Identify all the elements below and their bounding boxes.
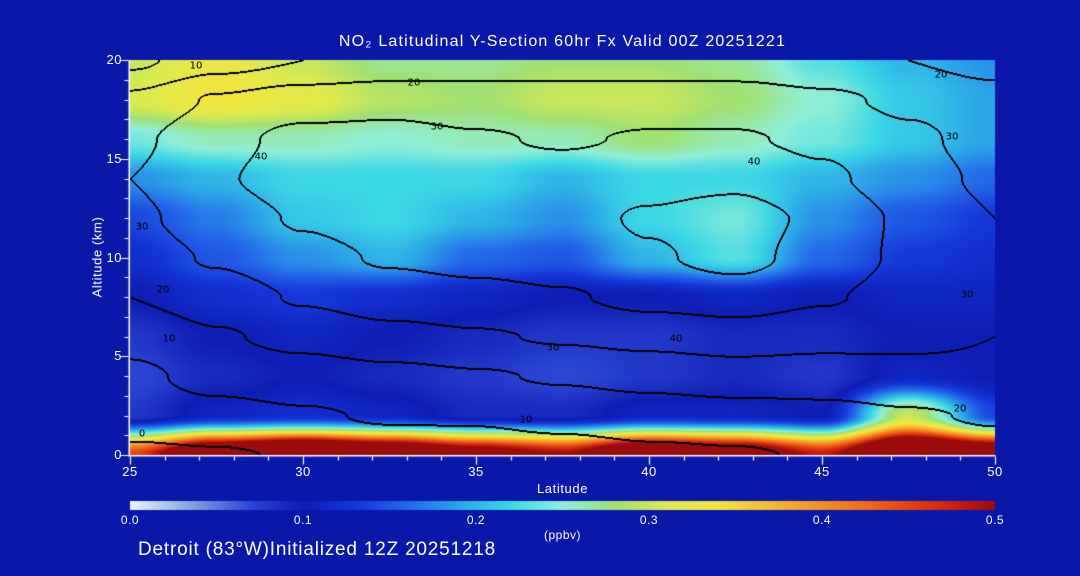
x-tick-label: 50 — [987, 464, 1003, 479]
y-tick-label: 0 — [114, 447, 122, 462]
y-tick-label: 5 — [114, 348, 122, 364]
y-tick-label: 15 — [106, 150, 122, 166]
contour-label: 10 — [162, 333, 176, 345]
x-tick-label: 35 — [468, 464, 484, 479]
contour-label: 40 — [669, 333, 683, 345]
contour-label: 30 — [945, 131, 959, 143]
x-tick-label: 25 — [122, 464, 138, 479]
contour-label: 20 — [934, 69, 948, 81]
colorbar-tick-label: 0.2 — [466, 513, 486, 527]
colorbar-tick-label: 0.0 — [120, 513, 140, 527]
x-tick-label: 45 — [814, 464, 830, 479]
colorbar-tick-label: 0.3 — [639, 513, 659, 527]
contour-label: 20 — [156, 284, 170, 296]
contour-label: 20 — [407, 77, 421, 89]
caption: Detroit (83°W)Initialized 12Z 20251218 — [138, 539, 497, 560]
y-tick-label: 20 — [106, 52, 122, 67]
colorbar-label: (ppbv) — [543, 528, 581, 542]
contour-label: 30 — [135, 221, 149, 233]
contour-label: 40 — [254, 151, 268, 163]
contour-label: 40 — [747, 156, 761, 168]
contour-label: 0 — [138, 428, 146, 440]
x-tick-label: 40 — [641, 464, 657, 479]
colorbar-tick-label: 0.4 — [812, 513, 832, 527]
y-tick-label: 10 — [106, 249, 122, 265]
contour-label: 10 — [519, 414, 533, 426]
contour-label: 10 — [189, 60, 203, 72]
colorbar-tick-label: 0.5 — [985, 513, 1005, 527]
colorbar-tick-label: 0.1 — [293, 513, 313, 527]
contour-label: 30 — [546, 342, 560, 354]
x-tick-label: 30 — [295, 464, 311, 479]
contour-label: 30 — [960, 289, 974, 301]
contour-label: 30 — [430, 121, 444, 133]
chart-title: NO₂ Latitudinal Y-Section 60hr Fx Valid … — [338, 33, 787, 50]
x-axis-label: Latitude — [536, 481, 589, 496]
contour-label: 20 — [953, 403, 967, 415]
